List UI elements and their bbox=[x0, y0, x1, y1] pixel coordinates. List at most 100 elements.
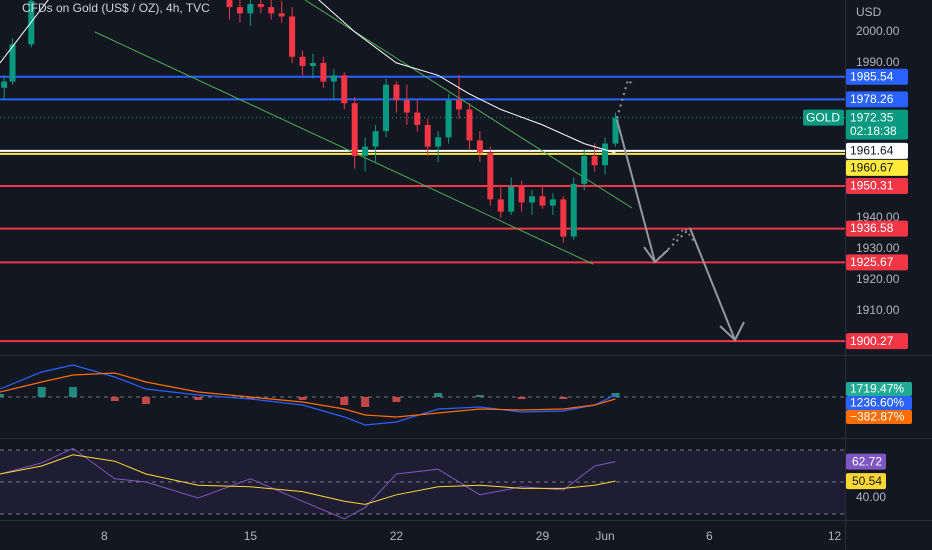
rsi-value-box bbox=[846, 453, 886, 470]
candle-body bbox=[403, 100, 410, 113]
level-label-box bbox=[846, 333, 908, 350]
macd-histogram-bar bbox=[298, 397, 307, 400]
currency: USD bbox=[856, 5, 882, 19]
candle-body bbox=[581, 155, 588, 184]
x-tick-label: 22 bbox=[390, 529, 404, 543]
macd-pane bbox=[0, 364, 845, 426]
candle-body bbox=[320, 62, 327, 82]
level-label-box bbox=[846, 142, 908, 159]
candle-body bbox=[602, 143, 609, 166]
candle-body bbox=[570, 183, 577, 237]
candle-body bbox=[278, 13, 285, 17]
candle-body bbox=[424, 124, 431, 147]
candle-body bbox=[226, 0, 233, 8]
candle-body bbox=[268, 7, 275, 14]
candle-body bbox=[529, 196, 536, 203]
candle-body bbox=[351, 103, 358, 156]
level-label-box bbox=[846, 159, 908, 176]
candle-body bbox=[299, 56, 306, 67]
macd-histogram-bar bbox=[194, 397, 203, 400]
candle-body bbox=[362, 146, 369, 156]
level-label-box bbox=[846, 254, 908, 271]
candle-body bbox=[236, 7, 243, 14]
x-tick-label: 15 bbox=[244, 529, 258, 543]
rsi-ma-line bbox=[0, 454, 616, 505]
macd-histogram-bar bbox=[142, 397, 151, 404]
x-tick-label: Jun bbox=[595, 529, 614, 543]
candle-body bbox=[393, 84, 400, 101]
channel bbox=[94, 0, 633, 265]
candle-body bbox=[560, 199, 567, 237]
forecast-dotted bbox=[616, 78, 635, 119]
level-label-box bbox=[846, 91, 908, 108]
y-tick-label: 1930.00 bbox=[856, 241, 900, 255]
rsi-pane bbox=[0, 447, 845, 520]
macd-histogram-bar bbox=[110, 397, 119, 401]
y-tick-label: 1910.00 bbox=[856, 303, 900, 317]
rsi-value-label: 62.72 bbox=[852, 454, 882, 468]
candle-body bbox=[9, 44, 16, 82]
macd-histogram-bar bbox=[361, 397, 370, 407]
candle-body bbox=[612, 117, 619, 144]
macd-label: 1236.60% bbox=[850, 396, 904, 410]
y-tick-label: 1990.00 bbox=[856, 55, 900, 69]
candle-body bbox=[372, 131, 379, 147]
candle-body bbox=[539, 196, 546, 206]
candle-body bbox=[257, 4, 264, 8]
candle-body bbox=[549, 199, 556, 206]
candle-body bbox=[508, 186, 515, 212]
price-marks bbox=[0, 0, 619, 243]
macd-histogram-bar bbox=[559, 397, 568, 399]
y-tick-label: 1920.00 bbox=[856, 272, 900, 286]
x-tick-label: 12 bbox=[828, 529, 842, 543]
x-tick-label: 6 bbox=[706, 529, 713, 543]
macd-histogram-bar bbox=[69, 387, 78, 397]
candle-body bbox=[341, 75, 348, 104]
candle-body bbox=[466, 109, 473, 141]
macd-histogram-bar bbox=[0, 394, 4, 397]
last-price-label: 1972.35 bbox=[850, 110, 894, 124]
signal-line bbox=[0, 372, 616, 418]
forecast bbox=[616, 78, 745, 342]
macd-histogram-bar bbox=[392, 397, 401, 402]
moving-average bbox=[0, 0, 616, 154]
level-label: 1900.27 bbox=[850, 334, 894, 348]
candle-body bbox=[414, 112, 421, 125]
level-label-box bbox=[846, 68, 908, 85]
axes: 2000.001990.001940.001930.001920.001910.… bbox=[101, 24, 912, 543]
forecast-dotted bbox=[654, 227, 691, 263]
forecast-arrow bbox=[689, 227, 736, 341]
forecast-arrow bbox=[616, 119, 656, 263]
candle-body bbox=[309, 62, 316, 67]
candle-body bbox=[1, 81, 8, 88]
chart-title: CFDs on Gold (US$ / OZ), 4h, TVC bbox=[22, 1, 210, 15]
candle-body bbox=[289, 16, 296, 57]
channel-upper bbox=[304, 0, 633, 209]
level-label-box bbox=[846, 177, 908, 194]
macd-label-box bbox=[846, 382, 912, 396]
channel-lower bbox=[94, 31, 594, 265]
level-label-box bbox=[846, 220, 908, 237]
candle-body bbox=[476, 140, 483, 153]
last-price-box bbox=[846, 109, 908, 140]
macd-label: 1719.47% bbox=[850, 382, 904, 396]
countdown-label: 02:18:38 bbox=[850, 124, 897, 138]
candle-body bbox=[445, 100, 452, 138]
macd-label-box bbox=[846, 396, 912, 410]
candle-body bbox=[518, 186, 525, 203]
rsi-line bbox=[0, 447, 616, 520]
arrowhead bbox=[719, 321, 745, 342]
rsi-band bbox=[0, 450, 845, 514]
candle-body bbox=[591, 155, 598, 166]
macd-label: −382.87% bbox=[850, 410, 905, 424]
macd-histogram-bar bbox=[246, 397, 255, 399]
candle-body bbox=[382, 84, 389, 132]
candle-body bbox=[330, 75, 337, 82]
macd-histogram-bar bbox=[517, 397, 526, 399]
macd-histogram-bar bbox=[340, 397, 349, 405]
level-label: 1961.64 bbox=[850, 144, 894, 158]
level-label: 1960.67 bbox=[850, 161, 894, 175]
macd-histogram-bar bbox=[434, 393, 443, 397]
x-tick-label: 8 bbox=[101, 529, 108, 543]
symbol-label: GOLD bbox=[806, 110, 840, 124]
